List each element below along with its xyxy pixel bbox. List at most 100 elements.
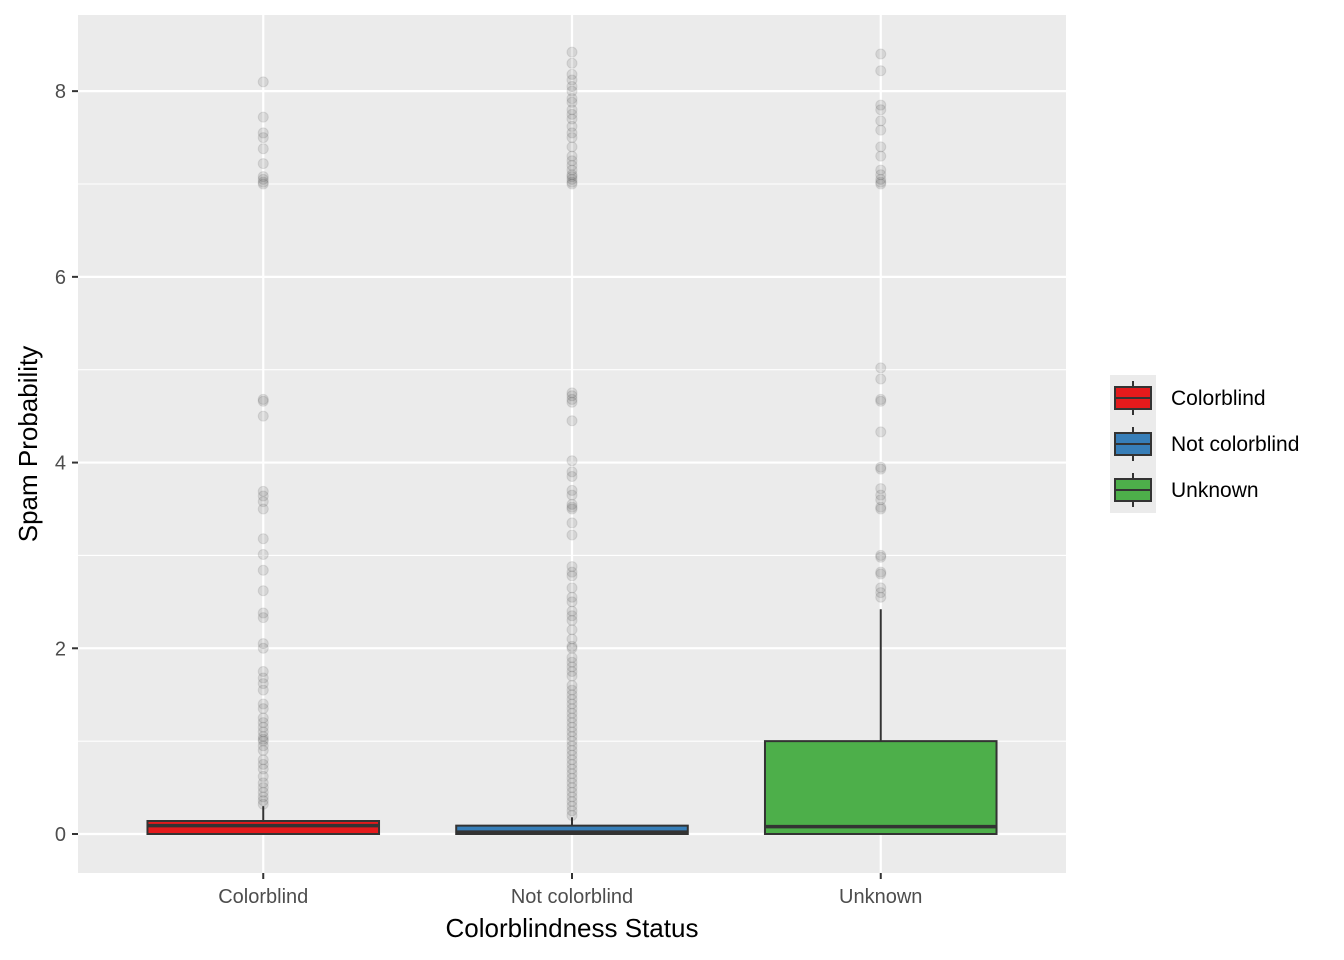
outlier-point xyxy=(566,693,578,705)
outlier-point xyxy=(566,703,578,715)
outlier-point xyxy=(566,670,578,682)
outlier-point xyxy=(875,99,887,111)
box-not-colorblind xyxy=(455,817,689,836)
outlier-point xyxy=(566,791,578,803)
x-axis-title: Colorblindness Status xyxy=(446,913,699,943)
outlier-point xyxy=(566,396,578,408)
outlier-point xyxy=(875,501,887,513)
x-axis: Colorblind Not colorblind Unknown xyxy=(218,873,922,908)
outlier-point xyxy=(566,735,578,747)
outlier-point xyxy=(257,564,269,576)
outlier-point xyxy=(566,169,578,181)
outlier-point xyxy=(566,471,578,482)
outlier-point xyxy=(257,770,269,782)
outlier-point xyxy=(875,178,887,190)
outlier-point xyxy=(566,484,578,496)
outlier-point xyxy=(566,689,578,701)
outlier-point xyxy=(257,549,269,560)
outlier-point xyxy=(566,656,578,668)
outlier-point xyxy=(566,150,578,162)
outlier-point xyxy=(566,805,578,817)
outlier-point xyxy=(257,76,269,88)
outlier-point xyxy=(257,533,269,545)
outlier-point xyxy=(875,463,887,475)
outlier-point xyxy=(566,605,578,617)
outlier-point xyxy=(875,362,887,374)
outlier-point xyxy=(566,596,578,608)
outlier-point xyxy=(875,503,887,515)
outlier-point xyxy=(566,661,578,673)
outlier-point xyxy=(566,155,578,167)
outlier-point xyxy=(566,517,578,529)
outlier-point xyxy=(566,652,578,664)
outlier-point xyxy=(566,570,578,582)
outlier-point xyxy=(257,684,269,696)
outlier-point xyxy=(566,141,578,153)
outlier-point xyxy=(566,786,578,798)
outlier-point xyxy=(566,74,578,86)
outlier-point xyxy=(257,721,269,733)
legend-label: Not colorblind xyxy=(1171,433,1299,456)
outlier-point xyxy=(257,763,269,775)
outlier-point xyxy=(257,798,269,810)
y-tick-label: 0 xyxy=(55,824,66,846)
outlier-point xyxy=(566,57,578,69)
outlier-point xyxy=(257,585,269,597)
outlier-point xyxy=(566,744,578,756)
outlier-point xyxy=(566,68,578,80)
outlier-point xyxy=(566,740,578,752)
outlier-point xyxy=(257,726,269,738)
outlier-point xyxy=(566,529,578,541)
outlier-point xyxy=(566,717,578,729)
outlier-point xyxy=(257,795,269,807)
outlier-point xyxy=(566,809,578,821)
outlier-point xyxy=(875,115,887,127)
y-axis: 0 2 4 6 8 xyxy=(55,81,78,846)
outlier-point xyxy=(257,717,269,729)
outlier-point xyxy=(566,684,578,696)
outlier-point xyxy=(875,48,887,60)
outlier-point xyxy=(257,607,269,619)
outlier-point xyxy=(566,455,578,467)
outliers-unknown xyxy=(875,48,887,603)
outlier-point xyxy=(566,173,578,185)
outlier-point xyxy=(566,127,578,139)
outlier-point xyxy=(566,503,578,515)
box-body xyxy=(455,824,689,836)
outlier-point xyxy=(566,164,578,176)
outlier-point xyxy=(257,782,269,794)
y-tick-label: 2 xyxy=(55,638,66,660)
outlier-point xyxy=(875,164,887,176)
outlier-point xyxy=(566,85,578,97)
outlier-point xyxy=(257,666,269,677)
outlier-point xyxy=(566,749,578,761)
legend-label: Colorblind xyxy=(1171,387,1266,410)
outlier-point xyxy=(257,178,269,190)
outlier-point xyxy=(875,551,887,563)
outlier-point xyxy=(875,566,887,578)
outlier-point xyxy=(875,176,887,188)
outlier-point xyxy=(257,733,269,745)
legend: Colorblind Not colorblind Unknown xyxy=(1110,375,1299,513)
outlier-point xyxy=(875,373,887,385)
outlier-point xyxy=(257,485,269,497)
outlier-point xyxy=(566,46,578,58)
legend-item: Colorblind xyxy=(1114,381,1266,415)
outlier-point xyxy=(566,96,578,108)
outlier-point xyxy=(875,461,887,473)
outlier-point xyxy=(875,489,887,501)
boxes-layer xyxy=(146,609,998,836)
outlier-point xyxy=(566,624,578,636)
outlier-point xyxy=(566,415,578,427)
outlier-point xyxy=(566,800,578,812)
outlier-point xyxy=(566,81,578,92)
outlier-point xyxy=(875,169,887,181)
outlier-point xyxy=(875,494,887,506)
outlier-point xyxy=(566,642,578,654)
outlier-point xyxy=(875,591,887,603)
outlier-point xyxy=(566,698,578,710)
outlier-point xyxy=(875,124,887,136)
outlier-point xyxy=(566,566,578,578)
outlier-point xyxy=(875,65,887,77)
outlier-point xyxy=(875,393,887,405)
